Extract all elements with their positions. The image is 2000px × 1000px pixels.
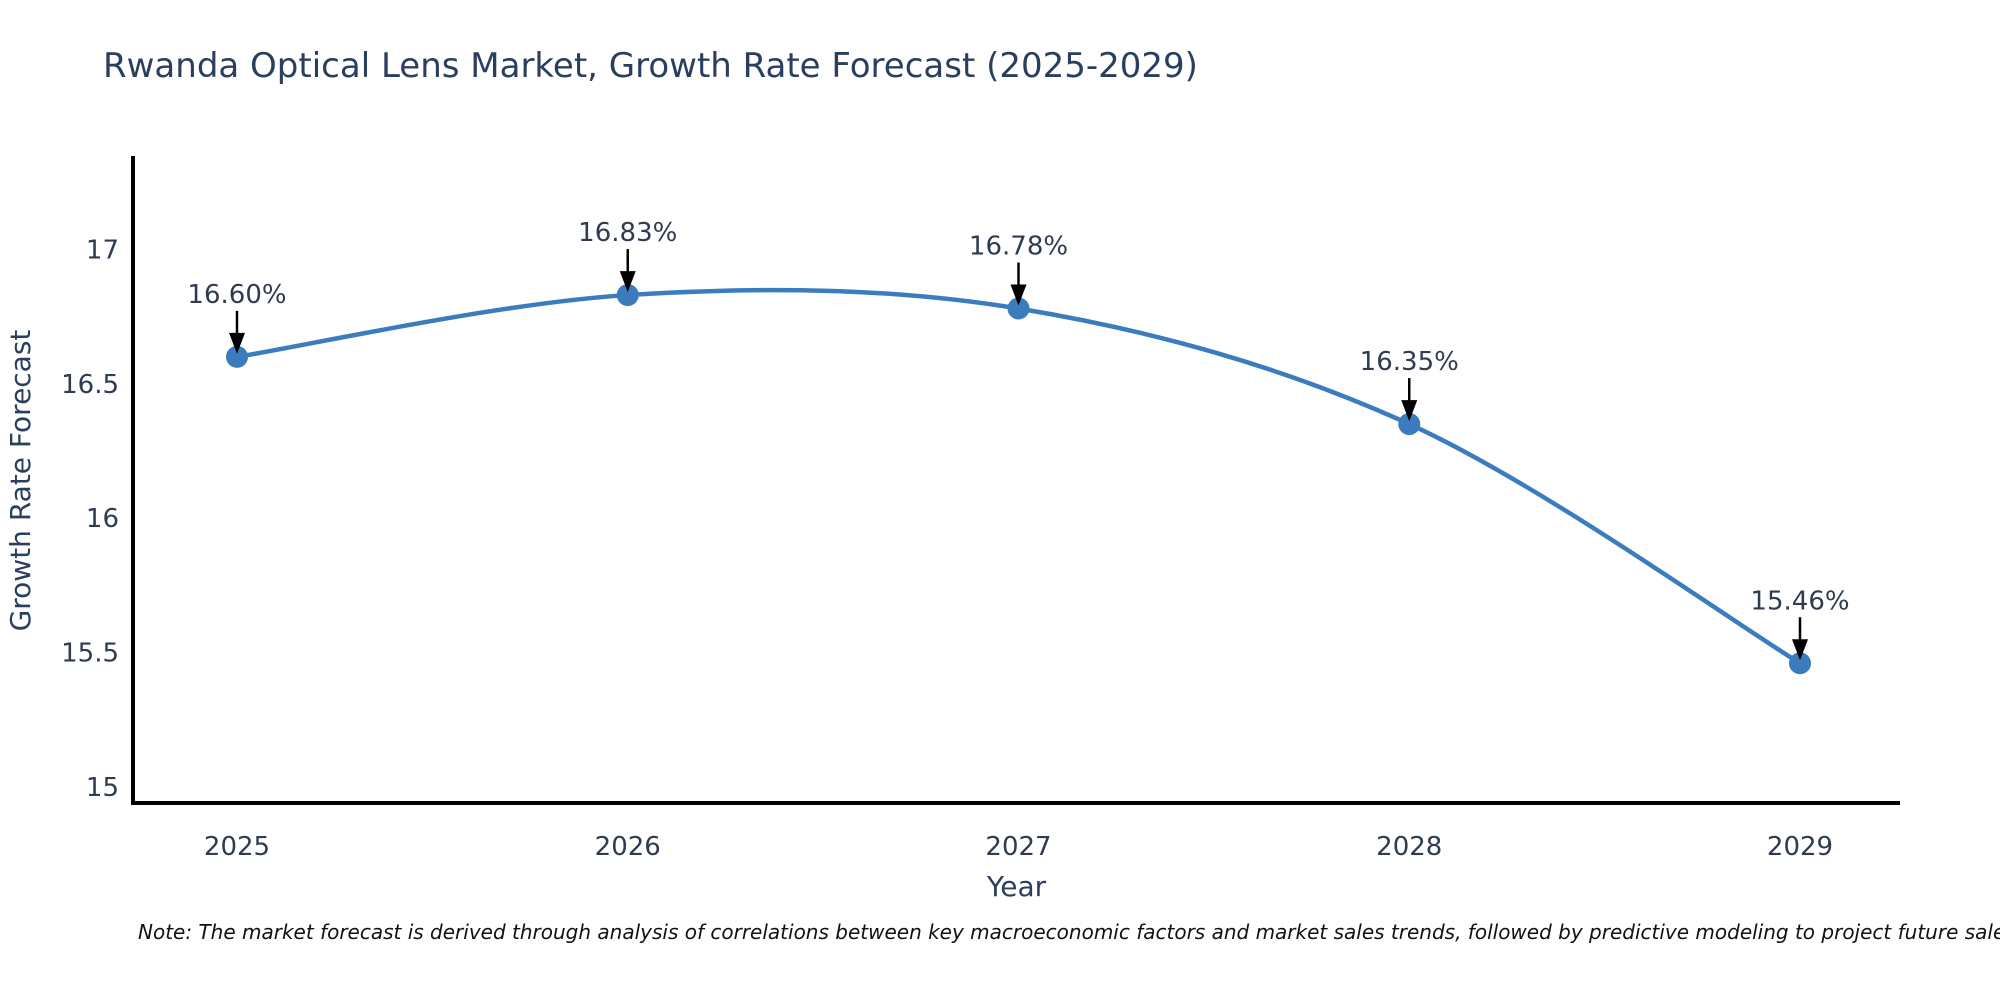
x-axis-line <box>131 801 1900 805</box>
footnote: Note: The market forecast is derived thr… <box>138 920 2000 944</box>
x-axis-title: Year <box>986 870 1047 903</box>
x-tick-label: 2025 <box>204 832 270 862</box>
axis-labels: 15 15.5 16 16.5 17 2025 2026 2027 2028 2029 Year Gr… <box>4 235 1833 903</box>
x-tick-label: 2029 <box>1767 832 1833 862</box>
annotation-arrowhead-icon <box>1010 284 1027 306</box>
annotation-arrowhead-icon <box>619 271 636 293</box>
chart-title: Rwanda Optical Lens Market, Growth Rate … <box>103 46 1198 86</box>
data-point-2026[interactable] <box>616 284 639 307</box>
forecast-line <box>234 287 1803 666</box>
y-axis-title: Growth Rate Forecast <box>4 330 37 632</box>
y-tick-label: 15.5 <box>61 639 119 669</box>
x-tick-label: 2027 <box>985 832 1051 862</box>
data-point-2029[interactable] <box>1789 652 1811 675</box>
data-point-2028[interactable] <box>1398 413 1421 436</box>
y-tick-label: 16 <box>86 504 119 534</box>
axes <box>131 156 1900 805</box>
y-tick-label: 15 <box>86 773 119 803</box>
data-points <box>226 284 1811 675</box>
annotations: 16.60% 16.83% 16.78% 16.35% 15.46% <box>187 218 1850 661</box>
point-value-label: 16.83% <box>578 218 677 248</box>
point-value-label: 15.46% <box>1750 586 1849 616</box>
data-point-2025[interactable] <box>226 345 248 368</box>
x-tick-label: 2026 <box>595 832 661 862</box>
point-value-label: 16.78% <box>969 232 1068 262</box>
y-axis-line <box>131 156 135 805</box>
x-tick-label: 2028 <box>1376 832 1442 862</box>
series-line <box>234 287 1803 666</box>
data-point-2027[interactable] <box>1007 297 1030 320</box>
y-tick-label: 17 <box>86 235 119 265</box>
annotation-arrowhead-icon <box>1401 400 1418 422</box>
annotation-arrowhead-icon <box>1792 639 1808 661</box>
y-tick-label: 16.5 <box>61 370 119 400</box>
annotation-arrowhead-icon <box>229 332 245 354</box>
point-value-label: 16.60% <box>187 280 286 310</box>
point-value-label: 16.35% <box>1360 347 1459 377</box>
